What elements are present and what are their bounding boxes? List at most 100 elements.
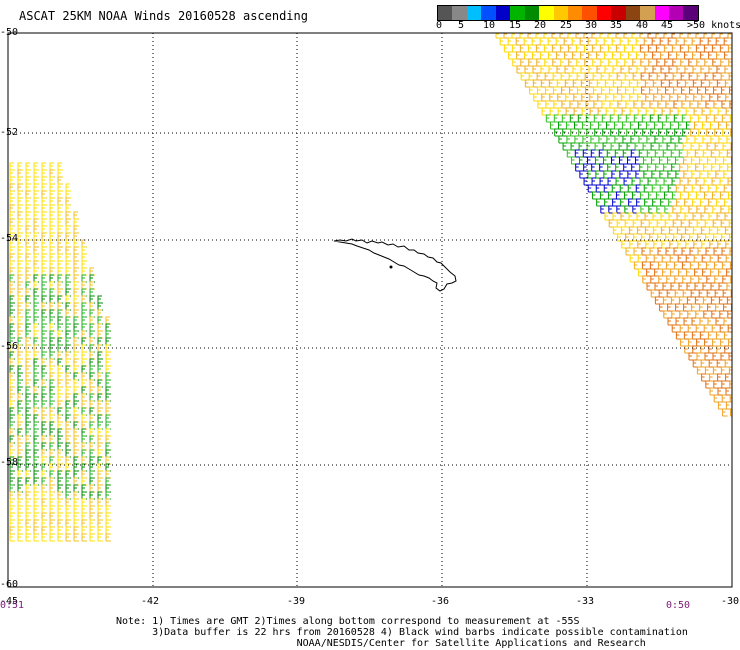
wind-barb [610, 142, 617, 151]
wind-barb [598, 149, 605, 158]
wind-barb [97, 477, 103, 486]
wind-barb [81, 323, 87, 332]
wind-barb [41, 183, 47, 192]
wind-barb [9, 386, 15, 395]
wind-barb [73, 491, 79, 500]
wind-barb [653, 240, 659, 249]
wind-barb [9, 449, 15, 458]
wind-barb [698, 142, 705, 151]
wind-barb [9, 218, 15, 227]
wind-barb [81, 428, 87, 437]
wind-barb [679, 324, 686, 333]
wind-barb [568, 58, 574, 67]
wind-barb [691, 37, 698, 46]
wind-barb [695, 163, 701, 172]
wind-barb [662, 135, 668, 144]
wind-barb [17, 421, 23, 430]
wind-barb [9, 519, 15, 528]
wind-barb [667, 317, 673, 326]
wind-barb [657, 247, 663, 256]
wind-barb [73, 316, 79, 325]
wind-barb [721, 247, 727, 256]
wind-barb [696, 205, 702, 214]
wind-barb [33, 456, 39, 465]
wind-barb [714, 289, 721, 298]
wind-barb [89, 316, 95, 325]
wind-barb [9, 351, 15, 360]
footnotes: Note: 1) Times are GMT 2)Times along bot… [116, 616, 688, 649]
wind-barb [536, 72, 543, 81]
wind-barb [697, 261, 704, 270]
wind-barb [573, 107, 580, 116]
wind-barb [89, 337, 95, 346]
wind-barb [57, 351, 63, 360]
wind-barb [716, 345, 722, 354]
wind-barb [596, 79, 603, 88]
wind-barb [698, 156, 705, 165]
wind-barb [655, 191, 662, 200]
wind-barb [49, 484, 55, 493]
wind-barb [661, 107, 668, 116]
wind-barb [627, 37, 634, 46]
wind-barb [628, 79, 635, 88]
wind-barb [41, 176, 47, 185]
wind-barb [105, 449, 111, 458]
wind-barb [105, 407, 111, 416]
wind-barb [555, 37, 562, 46]
wind-barb [81, 253, 87, 262]
wind-barb [33, 169, 39, 178]
wind-barb [604, 51, 610, 60]
wind-barb [618, 156, 625, 165]
colorbar-swatch [524, 6, 540, 20]
wind-barb [2, 352, 7, 359]
wind-barb [709, 93, 715, 102]
wind-barb [731, 184, 732, 192]
note-line: NOAA/NESDIS/Center for Satellite Applica… [116, 638, 646, 649]
wind-barb [25, 358, 31, 367]
wind-barb [57, 232, 63, 241]
wind-barb [665, 86, 671, 95]
wind-barb [33, 183, 39, 192]
wind-barb [608, 58, 614, 67]
wind-barb [57, 253, 63, 262]
wind-barb [65, 533, 71, 542]
wind-barb [25, 449, 31, 458]
wind-barb [681, 100, 687, 109]
wind-barb [655, 44, 662, 53]
south-georgia-island-outline [333, 238, 457, 292]
wind-barb [665, 261, 672, 270]
wind-barb [716, 198, 722, 207]
wind-barb [684, 79, 691, 88]
wind-barb [673, 114, 680, 123]
wind-barb [41, 372, 47, 381]
wind-barb [644, 212, 651, 221]
wind-barb [81, 372, 87, 381]
wind-barb [17, 260, 23, 269]
wind-barb [688, 205, 694, 214]
wind-barb [57, 330, 63, 339]
wind-barb [17, 400, 23, 409]
wind-barb [33, 351, 39, 360]
wind-barb [33, 197, 39, 206]
wind-barb [41, 239, 47, 248]
wind-barb [699, 37, 706, 46]
wind-barb [89, 477, 95, 486]
wind-barb [658, 142, 665, 151]
wind-barb [65, 323, 71, 332]
wind-barb [49, 190, 55, 199]
wind-barb [33, 393, 39, 402]
wind-barb [607, 33, 613, 39]
wind-barb [540, 51, 546, 60]
wind-barb [613, 93, 619, 102]
wind-barb [654, 149, 661, 158]
wind-barb [702, 296, 709, 305]
wind-barb [701, 240, 707, 249]
wind-barb [707, 170, 713, 179]
wind-barb [674, 275, 680, 284]
wind-barb [639, 191, 646, 200]
wind-barb [609, 86, 615, 95]
wind-barb [49, 330, 55, 339]
wind-barb [621, 93, 627, 102]
wind-barb [612, 198, 618, 207]
wind-barb [25, 372, 31, 381]
